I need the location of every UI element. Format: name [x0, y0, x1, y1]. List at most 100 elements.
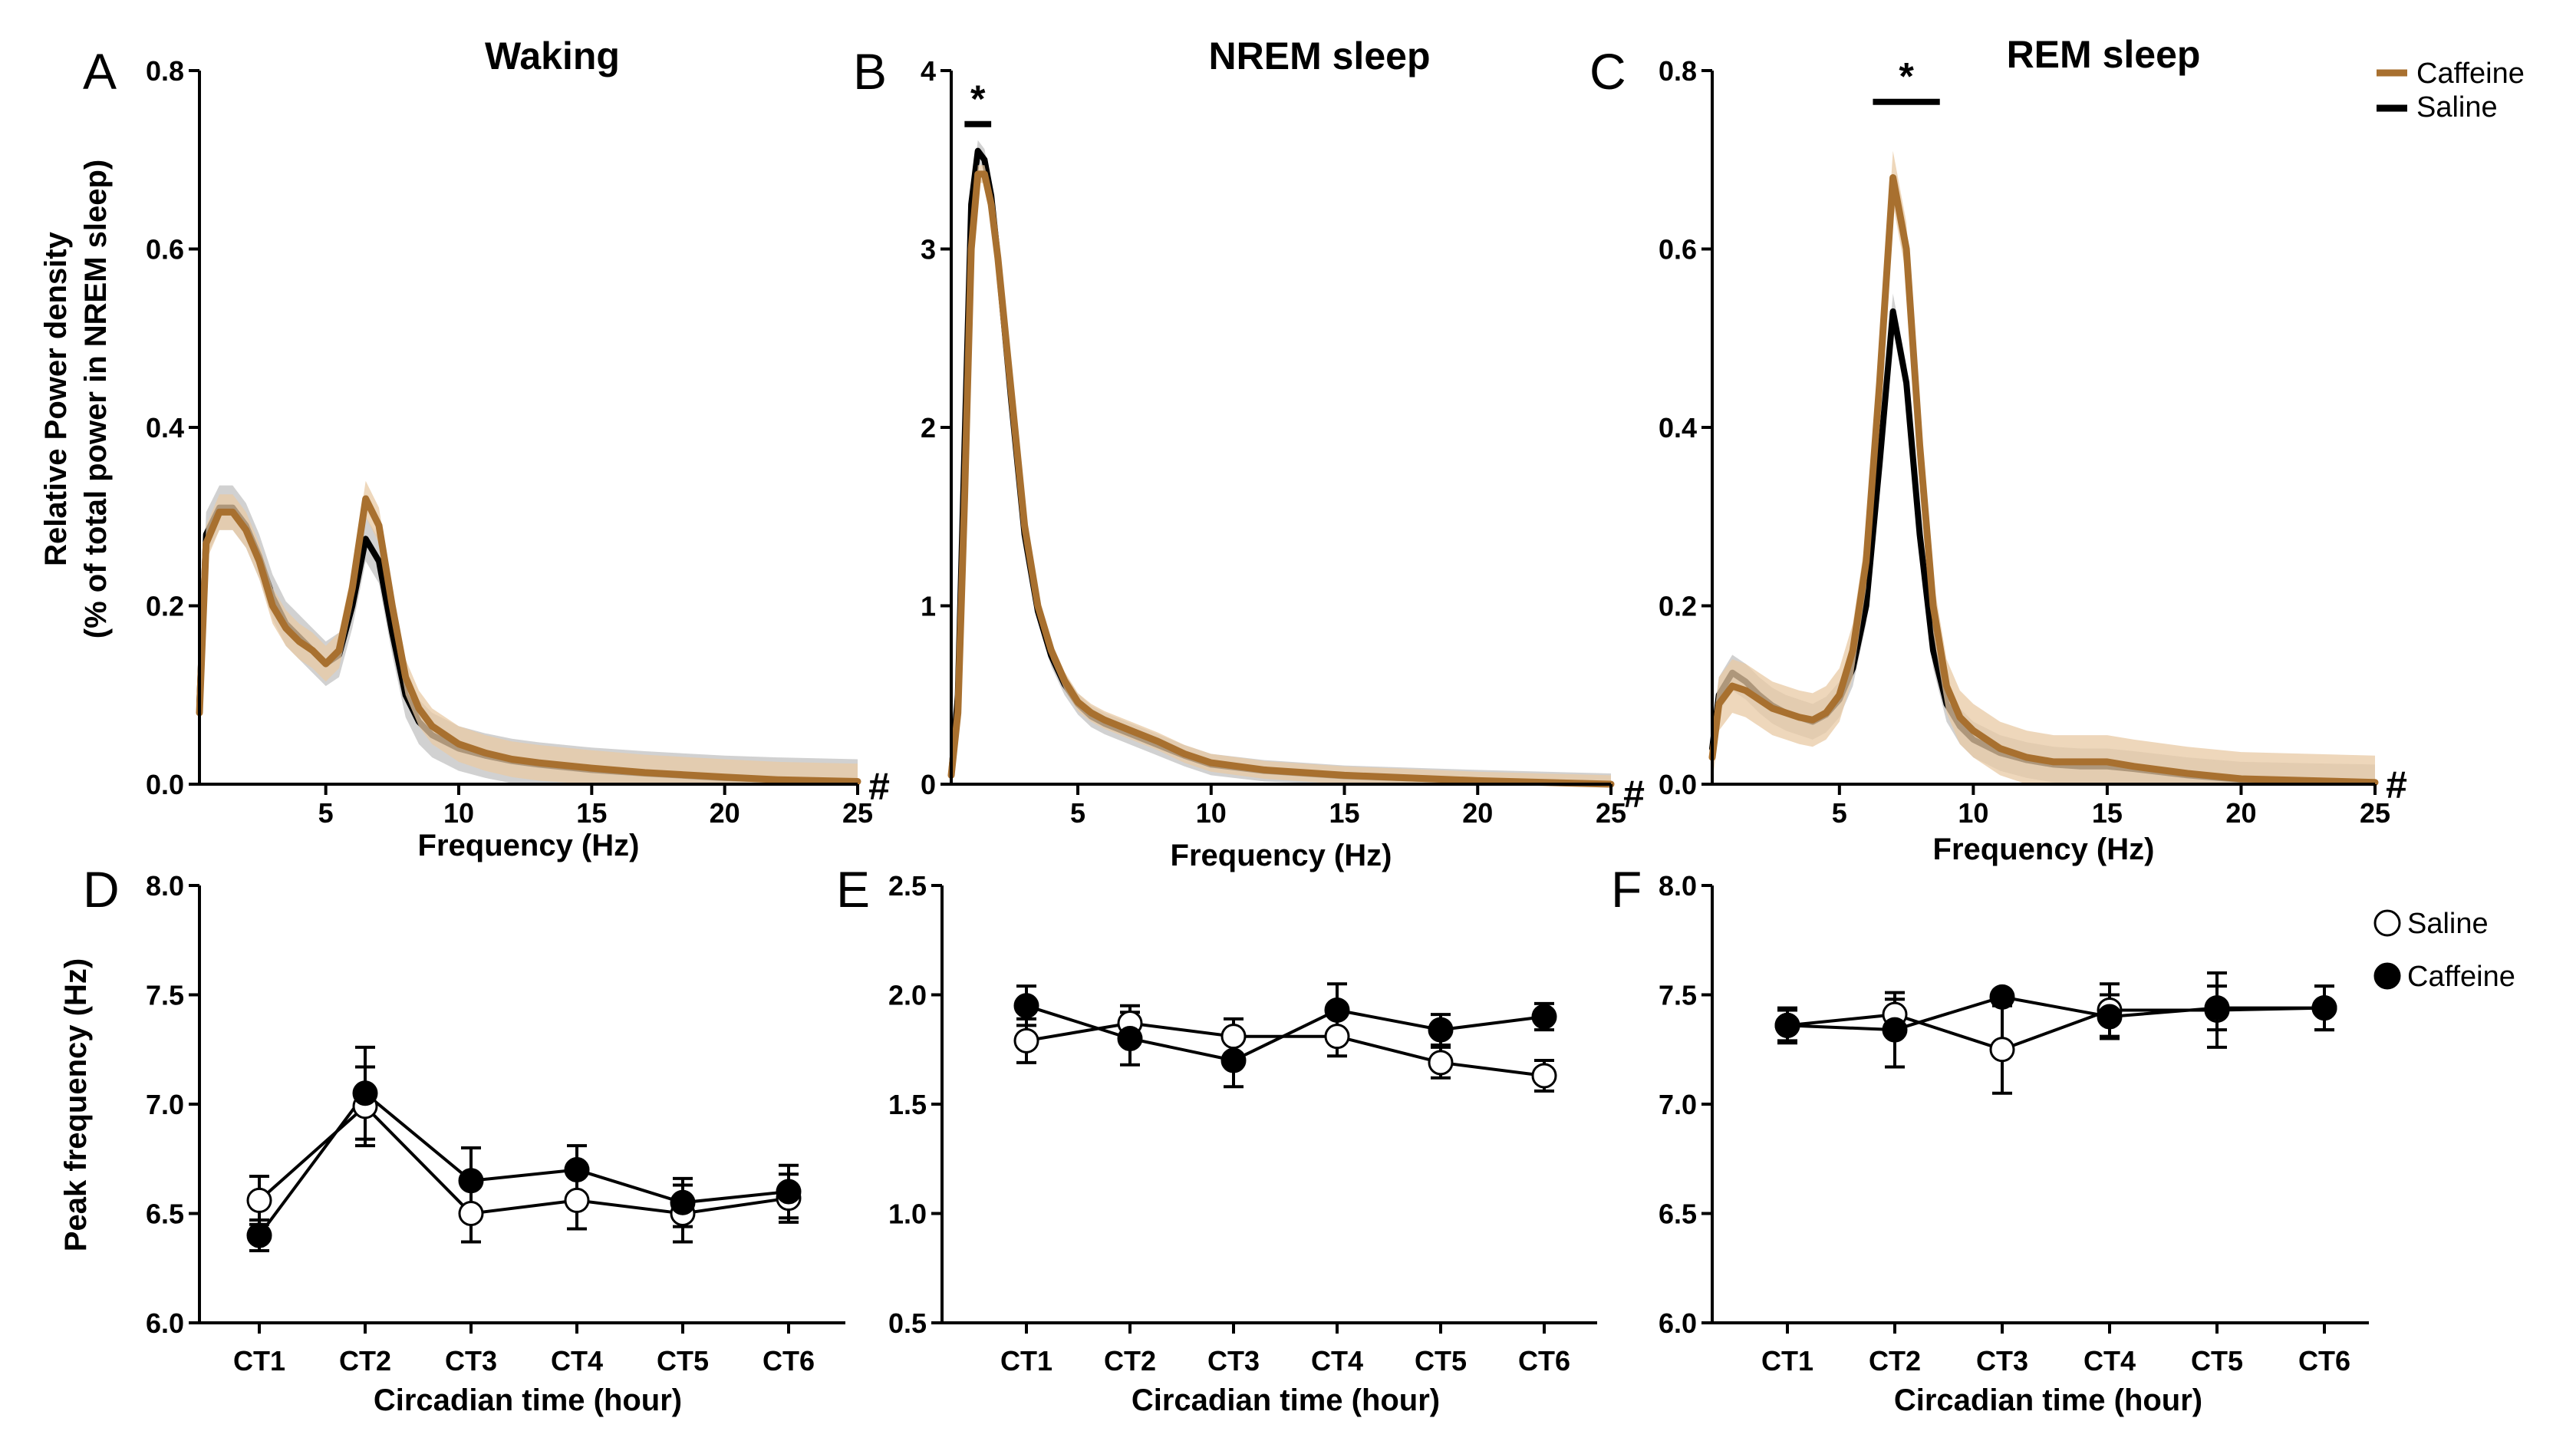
legend-caffeine-label: Caffeine — [2416, 58, 2525, 90]
data-point-caffeine — [1013, 993, 1039, 1019]
data-point-caffeine — [458, 1168, 484, 1194]
y-tick-label: 1.5 — [888, 1089, 927, 1120]
x-tick-label: 25 — [1596, 797, 1626, 829]
x-tick-label: 5 — [1070, 797, 1085, 829]
panel-letter-c: C — [1589, 43, 1626, 100]
x-tick-label: CT3 — [445, 1345, 497, 1377]
band-caffeine — [951, 165, 1611, 784]
legend-bottom: Saline Caffeine — [2373, 908, 2515, 993]
x-tick-label: 15 — [576, 797, 607, 829]
x-tick-label: 5 — [318, 797, 334, 829]
y-tick-label: 2.5 — [888, 870, 927, 902]
y-tick-label: 0 — [921, 769, 936, 800]
series-line-saline — [258, 1104, 789, 1215]
y-tick-label: 6.5 — [146, 1199, 184, 1230]
y-tick-label: 0.8 — [1659, 55, 1697, 87]
x-tick-label: CT4 — [551, 1345, 603, 1377]
panel-letter-e: E — [836, 861, 870, 918]
x-tick-label: CT5 — [657, 1345, 709, 1377]
x-axis-label: Frequency (Hz) — [1933, 833, 2155, 866]
x-tick-label: CT2 — [1869, 1345, 1921, 1377]
significance-hash: # — [1623, 773, 1645, 816]
data-point-saline — [1989, 1037, 2015, 1063]
series-line-caffeine — [258, 1090, 789, 1237]
y-tick-label: 0.4 — [1659, 412, 1697, 444]
data-point-saline — [1531, 1063, 1557, 1089]
x-tick-label: CT6 — [2298, 1345, 2350, 1377]
x-tick-label: CT1 — [1000, 1345, 1052, 1377]
x-axis-label: Circadian time (hour) — [1132, 1383, 1440, 1417]
legend-saline-label: Saline — [2416, 91, 2498, 124]
panel-b-nrem-spectrum: B NREM sleep 5 10 15 20 25 0 1 2 3 4 Frequency (Hz… — [853, 35, 1645, 872]
significance-star: * — [1899, 55, 1914, 98]
y-tick-label: 8.0 — [146, 870, 184, 902]
y-tick-label: 7.5 — [146, 980, 184, 1011]
y-tick-label: 0.6 — [1659, 234, 1697, 265]
data-point-caffeine — [564, 1157, 590, 1182]
y-tick-label: 7.0 — [1659, 1089, 1697, 1120]
x-tick-label: CT1 — [233, 1345, 285, 1377]
y-tick-label: 0.2 — [146, 591, 184, 622]
panel-letter-f: F — [1611, 861, 1642, 918]
x-tick-label: 25 — [2360, 797, 2390, 829]
y-tick-label: 0.2 — [1659, 591, 1697, 622]
panel-f-peak-frequency-rem: F 6.0 6.5 7.0 7.5 8.0 CT1 CT2 CT3 CT4 CT5 CT6 Circa… — [1611, 861, 2369, 1417]
series-line-saline — [948, 147, 1614, 787]
data-point-caffeine — [1882, 1017, 1908, 1043]
y-tick-label: 0.5 — [888, 1307, 927, 1339]
data-point-saline — [564, 1187, 590, 1213]
panel-c-rem-spectrum: C REM sleep 5 10 15 20 25 0.0 0.2 0.4 0.6 0.8 Freq… — [1589, 33, 2407, 866]
x-axis-label: Circadian time (hour) — [374, 1383, 682, 1417]
significance-hash: # — [868, 765, 890, 808]
data-point-caffeine — [352, 1080, 378, 1106]
band-caffeine — [199, 480, 858, 784]
series-line-caffeine — [1026, 1004, 1545, 1063]
legend-bottom-caffeine-label: Caffeine — [2407, 961, 2515, 993]
y-tick-label: 6.5 — [1659, 1199, 1697, 1230]
x-axis-label: Frequency (Hz) — [1171, 839, 1392, 872]
data-point-saline — [1324, 1024, 1350, 1050]
y-tick-label: 6.0 — [1659, 1307, 1697, 1339]
band-caffeine — [1712, 150, 2375, 785]
x-tick-label: 10 — [1196, 797, 1227, 829]
x-tick-label: CT3 — [1207, 1345, 1260, 1377]
y-tick-label: 0.0 — [1659, 769, 1697, 800]
legend-bottom-saline-label: Saline — [2407, 908, 2489, 940]
series-line-caffeine — [1787, 995, 2324, 1032]
series-line-caffeine — [196, 495, 861, 785]
x-tick-label: CT4 — [1311, 1345, 1363, 1377]
y-tick-label: 0.6 — [146, 234, 184, 265]
x-tick-label: CT3 — [1976, 1345, 2028, 1377]
x-tick-label: 15 — [2092, 797, 2123, 829]
x-tick-label: CT2 — [1104, 1345, 1156, 1377]
data-point-caffeine — [1117, 1026, 1143, 1051]
x-tick-label: CT4 — [2084, 1345, 2136, 1377]
panel-d-peak-frequency-waking: D 6.0 6.5 7.0 7.5 8.0 CT1 CT2 CT3 CT4 CT5 CT6 Circa… — [59, 861, 845, 1417]
series-line-caffeine — [1708, 174, 2379, 786]
data-point-caffeine — [1531, 1004, 1557, 1030]
panel-a-waking-spectrum: A Waking 5 10 15 20 25 0.0 0.2 0.4 0.6 0.8 Frequen… — [83, 35, 890, 862]
panel-a-title: Waking — [485, 35, 620, 77]
panel-e-peak-frequency-nrem: E 0.5 1.0 1.5 2.0 2.5 CT1 CT2 CT3 CT4 CT5 CT6 Circa… — [836, 861, 1597, 1417]
data-point-caffeine — [1989, 984, 2015, 1010]
y-tick-label: 4 — [921, 55, 936, 87]
x-tick-label: CT1 — [1761, 1345, 1813, 1377]
legend-caffeine-filled-circle — [2373, 962, 2401, 990]
data-point-saline — [246, 1187, 272, 1213]
data-point-caffeine — [246, 1222, 272, 1248]
legend-top: Caffeine Saline — [2377, 58, 2525, 124]
data-point-caffeine — [2097, 1004, 2123, 1030]
data-point-caffeine — [1774, 1012, 1800, 1038]
x-tick-label: CT6 — [763, 1345, 815, 1377]
y-tick-label: 2.0 — [888, 980, 927, 1011]
x-tick-label: 20 — [1462, 797, 1493, 829]
y-tick-label: 0.0 — [146, 769, 184, 800]
data-point-saline — [1428, 1050, 1454, 1076]
data-point-saline — [1220, 1024, 1247, 1050]
panel-c-title: REM sleep — [2007, 33, 2201, 76]
x-tick-label: CT2 — [339, 1345, 391, 1377]
significance-hash: # — [2386, 763, 2407, 806]
y-tick-label: 7.5 — [1659, 980, 1697, 1011]
legend-saline-open-circle — [2373, 909, 2401, 937]
